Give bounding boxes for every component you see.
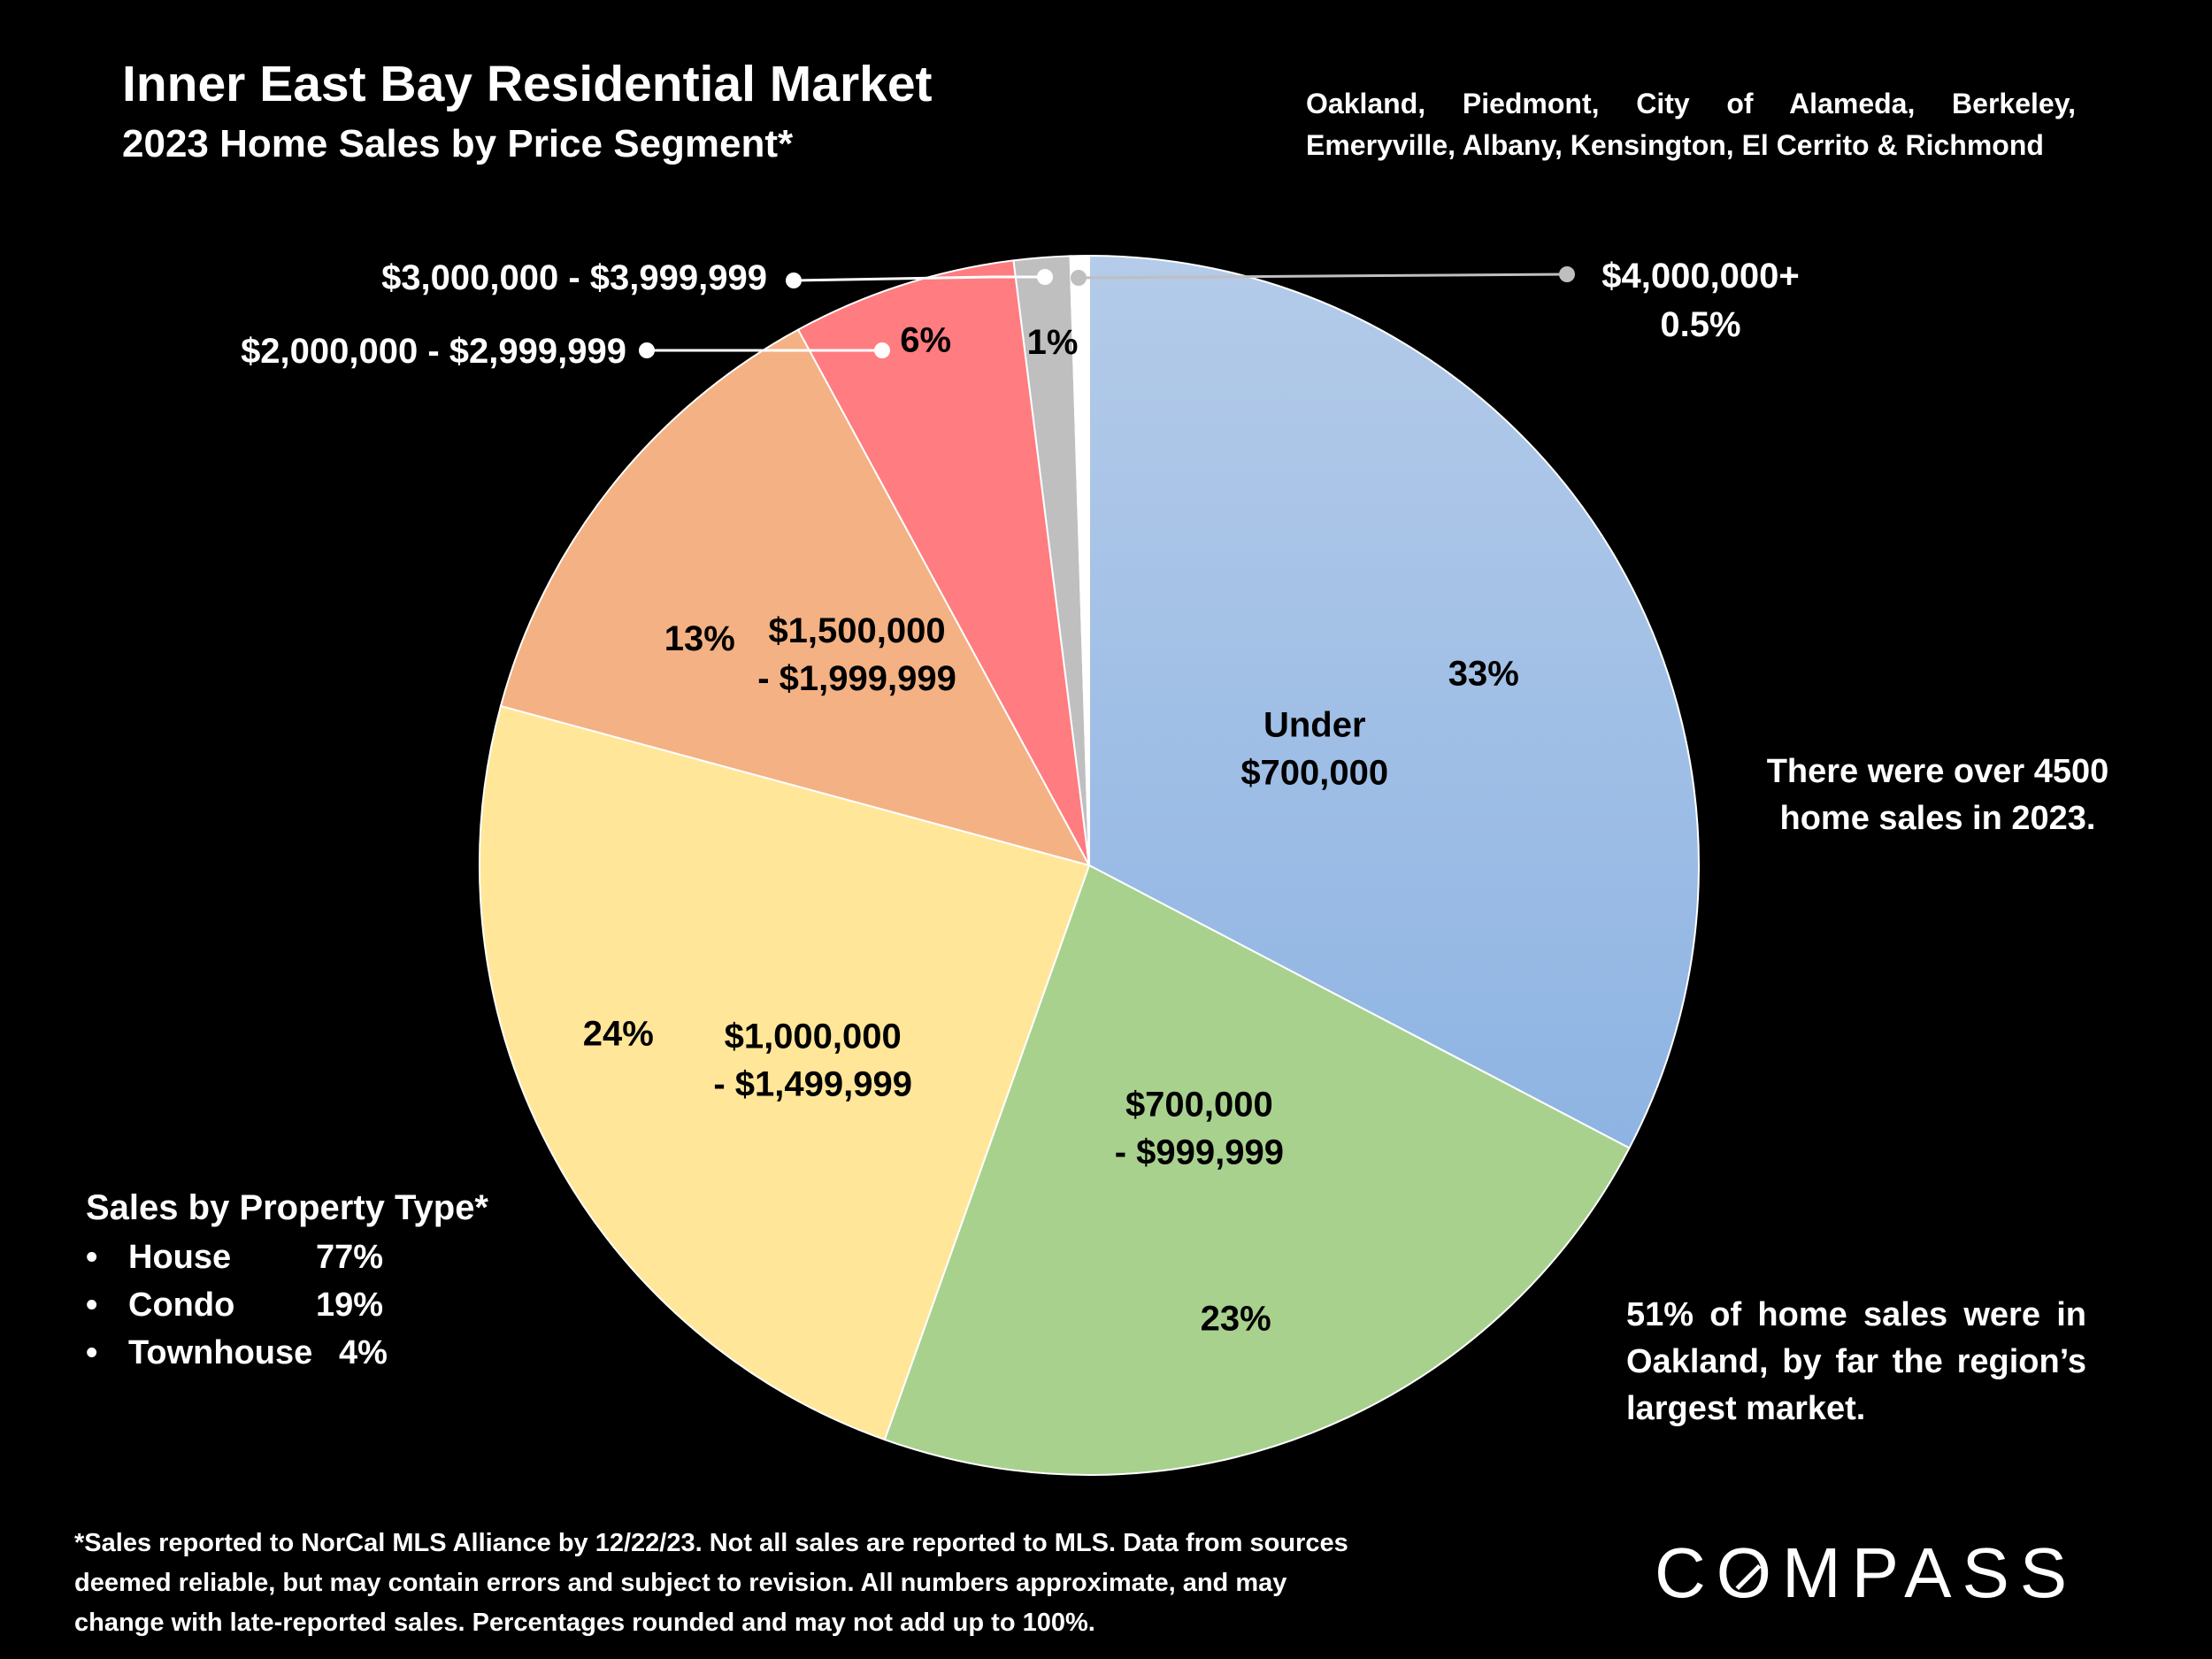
- leader-dot: [1071, 270, 1087, 286]
- slice-category-label: $1,000,000: [725, 1018, 902, 1056]
- outside-category-label: $2,000,000 - $2,999,999: [241, 332, 626, 371]
- bullet-icon: •: [86, 1238, 98, 1276]
- footnote: *Sales reported to NorCal MLS Alliance b…: [74, 1529, 1348, 1637]
- pie-slice: [479, 704, 1091, 1441]
- slice-category-label: Under: [1263, 706, 1366, 745]
- property-type-label: Condo: [128, 1286, 235, 1324]
- chart-title: Inner East Bay Residential Market: [122, 56, 933, 112]
- slice-percent-label: 0.5%: [1660, 305, 1740, 344]
- slice-category-label: $700,000: [1125, 1086, 1273, 1125]
- slice-percent-label: 23%: [1201, 1299, 1271, 1338]
- pie-slice: [1088, 254, 1700, 1149]
- logo-slash-icon: [1735, 1564, 1762, 1590]
- slice-category-label: $1,500,000: [768, 611, 945, 650]
- slice-category-label: - $999,999: [1115, 1133, 1284, 1172]
- property-type-pct: 77%: [316, 1238, 384, 1276]
- property-type-row: • House 77%: [86, 1233, 488, 1281]
- property-type-row: • Condo 19%: [86, 1281, 488, 1329]
- bullet-icon: •: [86, 1286, 98, 1324]
- slice-percent-label: 13%: [664, 619, 735, 658]
- slice-category-label: $700,000: [1240, 754, 1388, 793]
- property-type-title: Sales by Property Type*: [86, 1188, 488, 1227]
- slice-percent-label: 6%: [900, 321, 951, 360]
- total-sales-note: There were over 4500 home sales in 2023.: [1766, 753, 2109, 837]
- bullet-icon: •: [86, 1333, 98, 1371]
- outside-category-label: $3,000,000 - $3,999,999: [381, 258, 767, 297]
- property-type-label: Townhouse: [128, 1333, 313, 1371]
- property-type-label: House: [128, 1238, 232, 1276]
- leader-dot: [639, 342, 655, 358]
- slice-percent-label: 33%: [1448, 654, 1519, 693]
- compass-logo: COMPASS: [1655, 1533, 2078, 1612]
- property-type-pct: 19%: [316, 1286, 384, 1324]
- region-list: Oakland, Piedmont, City of Alameda, Berk…: [1306, 88, 2076, 161]
- slice-percent-label: 24%: [583, 1015, 654, 1054]
- leader-dot: [1559, 266, 1575, 282]
- chart-subtitle: 2023 Home Sales by Price Segment*: [122, 122, 794, 165]
- leader-dot: [786, 273, 802, 288]
- leader-line: [793, 275, 1045, 282]
- leader-line: [1078, 273, 1568, 280]
- leader-dot: [874, 342, 890, 358]
- pie-slice: [796, 259, 1090, 866]
- property-type-box: Sales by Property Type* • House 77% • Co…: [86, 1188, 488, 1377]
- property-type-row: • Townhouse 4%: [86, 1329, 488, 1377]
- slice-percent-label: 1%: [1027, 323, 1079, 362]
- leader-dot: [1037, 269, 1053, 285]
- slice-category-label: - $1,499,999: [713, 1065, 912, 1104]
- pie-slice: [499, 328, 1091, 867]
- pie-slice: [883, 864, 1631, 1476]
- property-type-pct: 4%: [339, 1333, 388, 1371]
- pie-slice: [1069, 254, 1090, 866]
- slice-category-label: - $1,999,999: [757, 659, 956, 698]
- outside-category-label: $4,000,000+: [1601, 257, 1800, 296]
- oakland-share-note: 51% of home sales were in Oakland, by fa…: [1626, 1296, 2086, 1427]
